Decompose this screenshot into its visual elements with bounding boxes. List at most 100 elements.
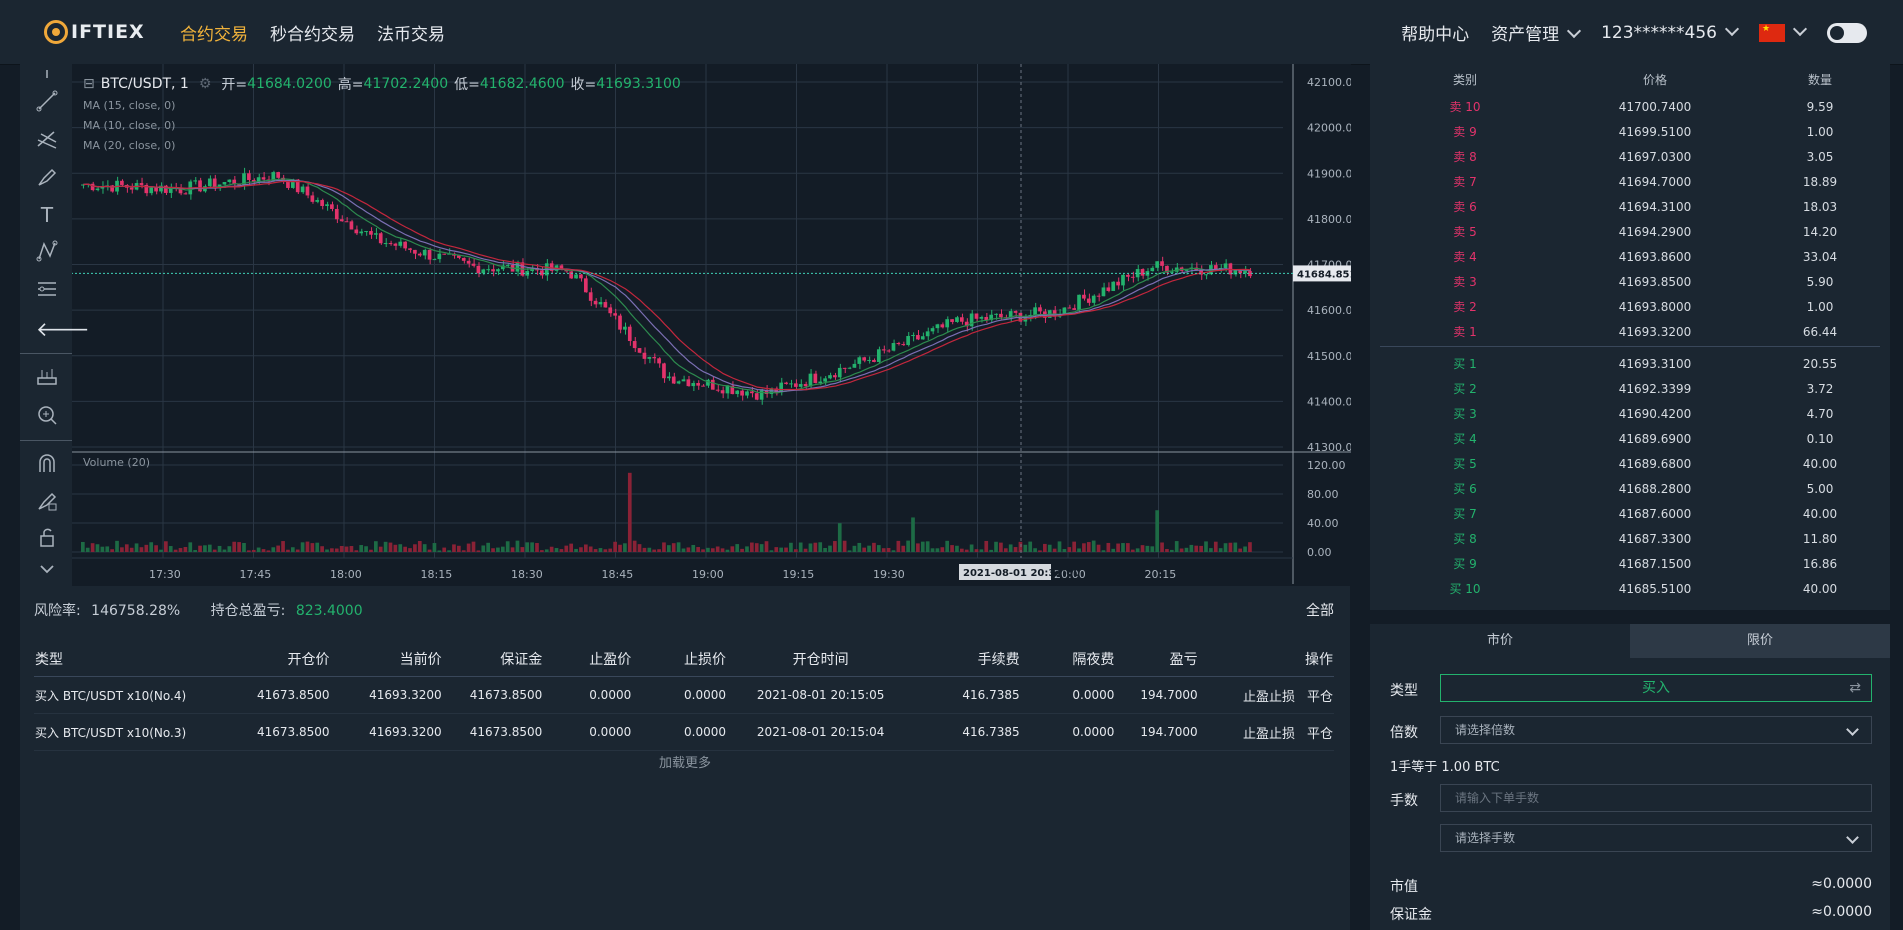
collapse-icon[interactable]: ⊟ bbox=[83, 76, 95, 92]
theme-toggle[interactable] bbox=[1827, 22, 1867, 43]
tab-limit[interactable]: 限价 bbox=[1630, 624, 1890, 658]
sell-order-row[interactable]: 卖 5 41694.2900 14.20 bbox=[1370, 219, 1890, 244]
measure-icon[interactable] bbox=[36, 366, 58, 388]
asset-menu[interactable]: 资产管理 bbox=[1491, 20, 1582, 45]
lots-select[interactable]: 请选择手数 bbox=[1440, 824, 1872, 852]
candle bbox=[315, 200, 320, 202]
volume-bar bbox=[891, 550, 896, 552]
buy-order-row[interactable]: 买 10 41685.5100 40.00 bbox=[1370, 576, 1890, 601]
volume-bar bbox=[593, 549, 598, 552]
volume-bar bbox=[1067, 547, 1072, 552]
toolbar-divider bbox=[20, 353, 72, 354]
candle bbox=[686, 379, 691, 387]
volume-bar bbox=[369, 549, 373, 552]
sell-order-row[interactable]: 卖 9 41699.5100 1.00 bbox=[1370, 119, 1890, 144]
candle bbox=[872, 359, 876, 363]
volume-label: Volume (20) bbox=[83, 456, 150, 469]
candle bbox=[881, 349, 886, 351]
lock-drawing-icon[interactable] bbox=[36, 490, 58, 512]
volume-bar bbox=[256, 547, 261, 552]
chevron-down-icon[interactable] bbox=[36, 558, 58, 580]
sell-order-side: 卖 4 bbox=[1453, 250, 1477, 264]
nav-fiat[interactable]: 法币交易 bbox=[377, 25, 445, 45]
volume-bar bbox=[613, 541, 617, 552]
buy-order-row[interactable]: 买 5 41689.6800 40.00 bbox=[1370, 451, 1890, 476]
ma15-label[interactable]: MA (15, close, 0) bbox=[83, 99, 176, 112]
buy-order-row[interactable]: 买 9 41687.1500 16.86 bbox=[1370, 551, 1890, 576]
candle bbox=[1243, 271, 1247, 274]
sell-order-price: 41693.8000 bbox=[1618, 299, 1692, 314]
candle bbox=[779, 382, 783, 393]
language-menu[interactable] bbox=[1759, 21, 1808, 42]
lots-input[interactable]: 请输入下单手数 bbox=[1440, 784, 1872, 812]
candle bbox=[818, 381, 823, 383]
close-position-button[interactable]: 平仓 bbox=[1306, 726, 1333, 742]
risk-value: 146758.28% bbox=[91, 603, 181, 619]
tp-sl-button[interactable]: 止盈止损 bbox=[1242, 726, 1295, 742]
candle bbox=[715, 389, 720, 391]
sell-order-row[interactable]: 卖 8 41697.0300 3.05 bbox=[1370, 144, 1890, 169]
candle bbox=[486, 269, 490, 271]
tp-sl-button[interactable]: 止盈止损 bbox=[1242, 689, 1295, 705]
swap-icon[interactable]: ⇄ bbox=[1849, 680, 1861, 696]
load-more-button[interactable]: 加载更多 bbox=[658, 756, 711, 771]
buy-order-row[interactable]: 买 7 41687.6000 40.00 bbox=[1370, 501, 1890, 526]
close-position-button[interactable]: 平仓 bbox=[1306, 689, 1333, 705]
sell-order-row[interactable]: 卖 6 41694.3100 18.03 bbox=[1370, 194, 1890, 219]
sell-order-row[interactable]: 卖 1 41693.3200 66.44 bbox=[1370, 319, 1890, 344]
price-chart[interactable]: 42100.0000 42000.0000 41900.0000 41800.0000… bbox=[20, 64, 1351, 586]
crosshair-icon[interactable] bbox=[36, 70, 58, 92]
volume-bar bbox=[935, 548, 940, 552]
trend-line-icon[interactable] bbox=[36, 90, 58, 112]
tab-market[interactable]: 市价 bbox=[1370, 624, 1630, 658]
col-header: 操作 bbox=[1198, 642, 1334, 677]
col-header: 当前价 bbox=[330, 642, 443, 677]
sell-order-row[interactable]: 卖 3 41693.8500 5.90 bbox=[1370, 269, 1890, 294]
zoom-in-icon[interactable] bbox=[36, 404, 58, 426]
candle bbox=[393, 243, 398, 246]
volume-bar bbox=[251, 549, 256, 552]
help-center-link[interactable]: 帮助中心 bbox=[1401, 25, 1470, 45]
volume-bar bbox=[217, 545, 222, 552]
volume-bar bbox=[764, 541, 769, 552]
nav-contract[interactable]: 合约交易 bbox=[180, 25, 248, 45]
back-arrow-icon[interactable]: 🡐 bbox=[36, 317, 90, 341]
volume-bar bbox=[652, 549, 657, 552]
order-book: 类别 价格 数量 卖 10 41700.7400 9.59 卖 9 41699.5100… bbox=[1370, 64, 1890, 610]
sell-order-row[interactable]: 卖 4 41693.8600 33.04 bbox=[1370, 244, 1890, 269]
prediction-icon[interactable] bbox=[36, 278, 58, 300]
user-menu[interactable]: 123******456 bbox=[1601, 21, 1740, 43]
ma20-label[interactable]: MA (20, close, 0) bbox=[83, 139, 176, 152]
fib-icon[interactable] bbox=[36, 128, 58, 150]
sell-order-row[interactable]: 卖 2 41693.8000 1.00 bbox=[1370, 294, 1890, 319]
all-button[interactable]: 全部 bbox=[1306, 603, 1334, 619]
settings-icon[interactable]: ⚙ bbox=[198, 76, 212, 92]
buy-order-row[interactable]: 买 3 41690.4200 4.70 bbox=[1370, 401, 1890, 426]
buy-order-row[interactable]: 买 1 41693.3100 20.55 bbox=[1370, 351, 1890, 376]
sell-order-row[interactable]: 卖 10 41700.7400 9.59 bbox=[1370, 94, 1890, 119]
buy-order-row[interactable]: 买 2 41692.3399 3.72 bbox=[1370, 376, 1890, 401]
buy-order-side: 买 7 bbox=[1453, 507, 1477, 521]
leverage-select[interactable]: 请选择倍数 bbox=[1440, 716, 1872, 744]
positions-body: 买入 BTC/USDT x10(No.4) 41673.8500 41693.320… bbox=[34, 676, 1334, 751]
unlock-icon[interactable] bbox=[36, 526, 58, 548]
candle bbox=[461, 257, 466, 261]
candle bbox=[735, 390, 740, 395]
brush-icon[interactable] bbox=[36, 166, 58, 188]
candle bbox=[90, 183, 95, 191]
buy-order-side: 买 8 bbox=[1453, 532, 1477, 546]
ma10-label[interactable]: MA (10, close, 0) bbox=[83, 119, 176, 132]
buy-order-row[interactable]: 买 8 41687.3300 11.80 bbox=[1370, 526, 1890, 551]
sell-order-row[interactable]: 卖 7 41694.7000 18.89 bbox=[1370, 169, 1890, 194]
magnet-icon[interactable] bbox=[36, 452, 58, 474]
pattern-icon[interactable] bbox=[36, 240, 58, 262]
buy-sell-switch[interactable]: 买入 ⇄ bbox=[1440, 674, 1872, 702]
leverage-label: 倍数 bbox=[1390, 725, 1418, 741]
candlestick-chart[interactable]: 42100.0000 42000.0000 41900.0000 41800.0000… bbox=[21, 64, 1351, 586]
text-tool-icon[interactable]: T bbox=[40, 203, 54, 227]
logo[interactable]: IFTIEX bbox=[44, 18, 145, 46]
buy-order-row[interactable]: 买 4 41689.6900 0.10 bbox=[1370, 426, 1890, 451]
candle bbox=[759, 390, 764, 400]
buy-order-row[interactable]: 买 6 41688.2800 5.00 bbox=[1370, 476, 1890, 501]
nav-second-contract[interactable]: 秒合约交易 bbox=[270, 25, 355, 45]
